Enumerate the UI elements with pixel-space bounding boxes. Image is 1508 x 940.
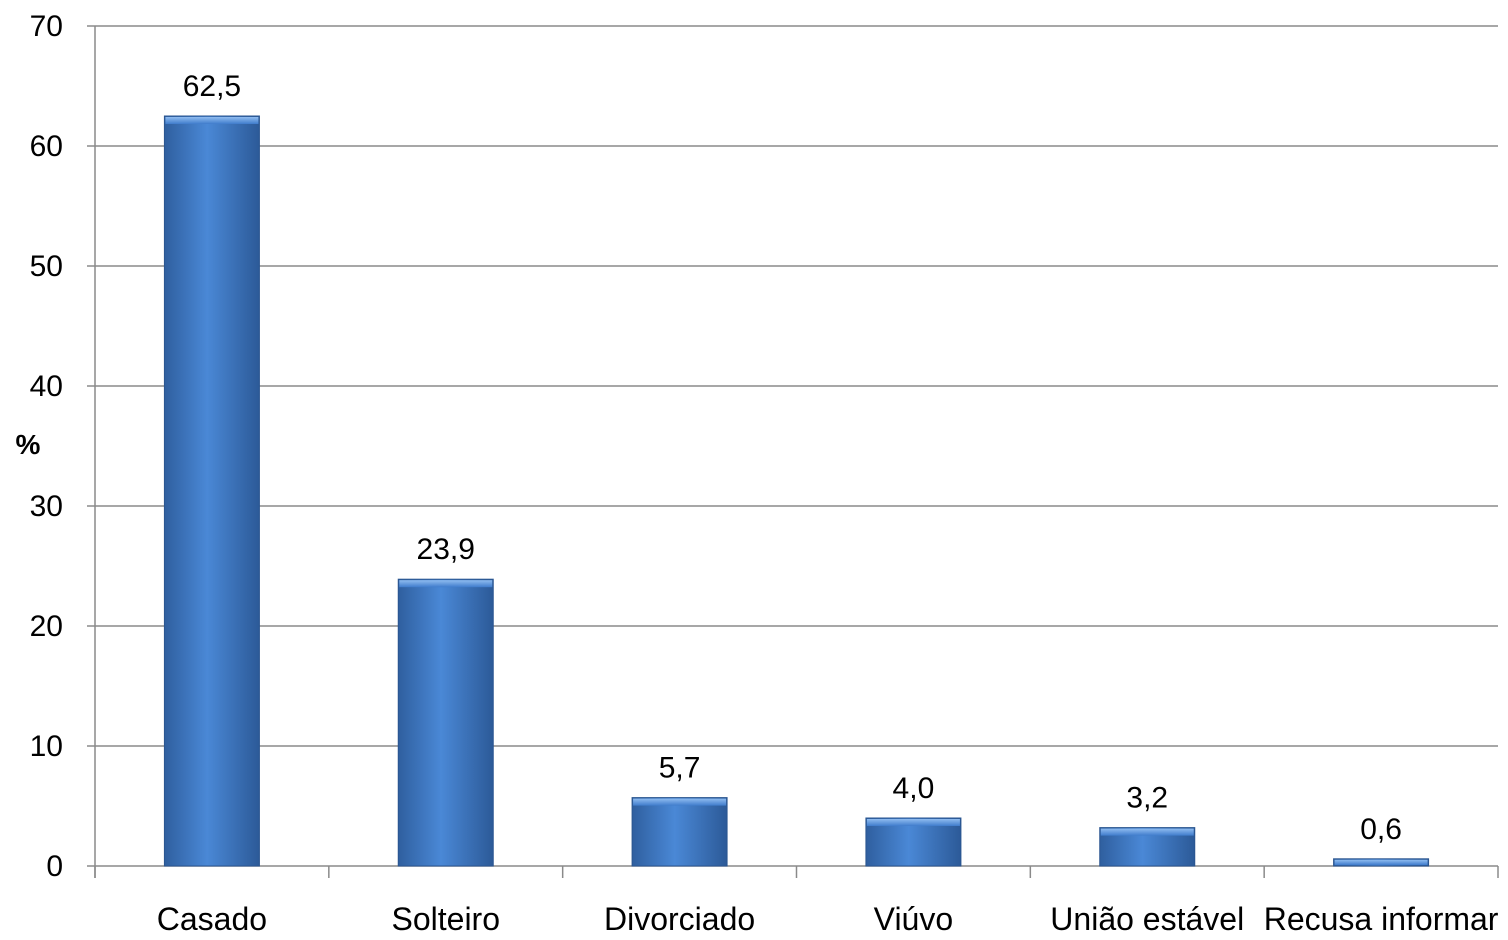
bar [631, 797, 728, 867]
bar-cap [633, 798, 727, 806]
bar [865, 817, 962, 867]
y-tick-label: 20 [30, 610, 63, 643]
bar-cap [1334, 859, 1428, 865]
bar-cap [1100, 828, 1194, 836]
y-tick-label: 0 [46, 850, 63, 883]
bar-cap [165, 117, 259, 124]
bar-body [397, 578, 494, 867]
data-label: 4,0 [893, 772, 935, 805]
y-tick-label: 70 [30, 10, 63, 43]
y-tick-label: 30 [30, 490, 63, 523]
data-label: 23,9 [417, 533, 475, 566]
y-tick-label: 60 [30, 130, 63, 163]
y-tick-label: 50 [30, 250, 63, 283]
bar-body [631, 797, 728, 867]
bar-cap [399, 580, 493, 588]
bar-cap [866, 819, 960, 826]
x-category-label: Recusa informar [1264, 901, 1499, 937]
data-label: 62,5 [183, 70, 241, 103]
bars [163, 115, 1430, 867]
bar [397, 578, 494, 867]
x-category-label: Divorciado [604, 901, 755, 937]
y-tick-label: 40 [30, 370, 63, 403]
bar [1333, 858, 1430, 867]
y-axis-title: % [16, 429, 41, 460]
x-category-label: Viúvo [874, 901, 953, 937]
data-label: 5,7 [659, 752, 701, 785]
gridlines [95, 25, 1498, 747]
bar [163, 115, 260, 867]
data-label: 3,2 [1126, 782, 1168, 815]
y-tick-label: 10 [30, 730, 63, 763]
x-category-label: Casado [157, 901, 267, 937]
data-label: 0,6 [1360, 813, 1402, 846]
x-category-label: Solteiro [392, 901, 501, 937]
bar-body [163, 115, 260, 867]
bar [1099, 827, 1196, 867]
x-category-label: União estável [1050, 901, 1244, 937]
axes [87, 25, 1499, 878]
labels: 0 10 20 30 40 50 60 70 62,5 Casado 23,9 Solteiro 5,7… [30, 10, 1499, 937]
